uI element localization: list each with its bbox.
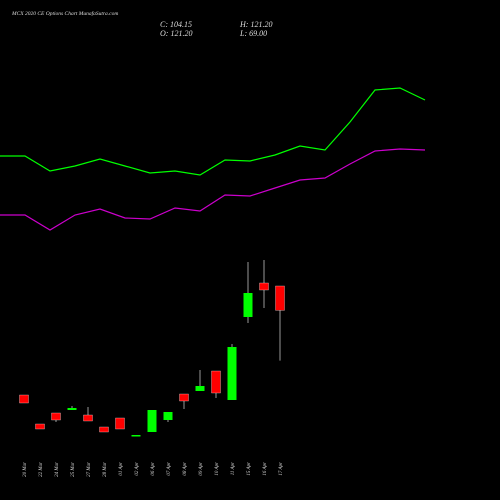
candle-body bbox=[243, 293, 253, 317]
x-tick-label: 09 Apr bbox=[199, 462, 204, 476]
x-tick-label: 11 Apr bbox=[231, 462, 236, 475]
candle-body bbox=[227, 347, 237, 400]
x-tick-label: 24 Mar bbox=[55, 462, 60, 477]
x-tick-label: 08 Apr bbox=[183, 462, 188, 476]
x-tick-label: 22 Mar bbox=[39, 462, 44, 477]
x-tick-label: 25 Mar bbox=[71, 462, 76, 477]
candle-body bbox=[99, 426, 109, 433]
candle-body bbox=[83, 414, 93, 422]
candle-body bbox=[35, 423, 45, 430]
x-tick-label: 02 Apr bbox=[135, 462, 140, 476]
candle-body bbox=[195, 386, 205, 391]
candle-body bbox=[51, 412, 61, 421]
candle-body bbox=[179, 393, 189, 402]
candle-body bbox=[131, 435, 141, 437]
candle-body bbox=[163, 412, 173, 420]
x-tick-label: 28 Mar bbox=[103, 462, 108, 477]
open-label: O: 121.20 bbox=[160, 29, 192, 38]
candle-body bbox=[147, 410, 157, 432]
x-tick-label: 17 Apr bbox=[279, 462, 284, 476]
x-tick-label: 20 Mar bbox=[23, 462, 28, 477]
x-tick-label: 15 Apr bbox=[247, 462, 252, 476]
x-tick-label: 01 Apr bbox=[119, 462, 124, 476]
ma-line bbox=[0, 87, 426, 176]
candle-body bbox=[115, 417, 125, 430]
candle-body bbox=[275, 285, 285, 311]
x-tick-label: 16 Apr bbox=[263, 462, 268, 476]
x-tick-label: 07 Apr bbox=[167, 462, 172, 476]
high-label: H: 121.20 bbox=[239, 20, 272, 29]
x-tick-label: 10 Apr bbox=[215, 462, 220, 476]
candle-body bbox=[259, 282, 269, 291]
candle-body bbox=[67, 408, 77, 410]
low-label: L: 69.00 bbox=[239, 29, 267, 38]
candle-body bbox=[211, 370, 221, 394]
x-tick-label: 27 Mar bbox=[87, 462, 92, 477]
x-tick-label: 06 Apr bbox=[151, 462, 156, 476]
chart-title: MCX 2020 CE Options Chart MunafaSutra.co… bbox=[11, 10, 118, 17]
ma-line bbox=[0, 148, 426, 231]
close-label: C: 104.15 bbox=[160, 20, 192, 29]
candle-body bbox=[19, 394, 29, 404]
